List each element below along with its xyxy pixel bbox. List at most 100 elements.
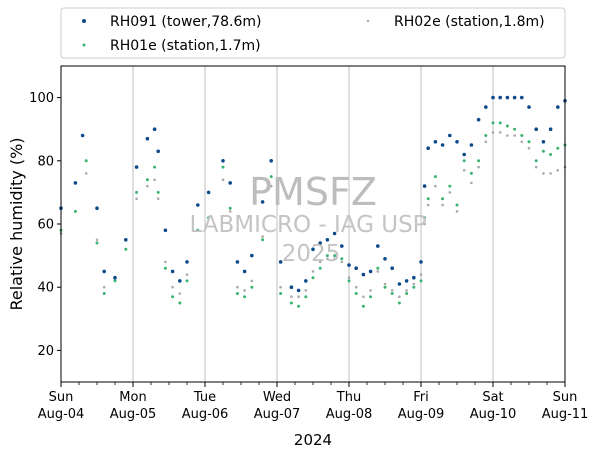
x-tick-label-day-2: Tue — [193, 390, 216, 405]
point-s2-59 — [527, 146, 531, 150]
point-s0-9 — [152, 127, 157, 131]
x-tick-label-date-7: Aug-11 — [542, 407, 589, 422]
point-s1-4 — [102, 292, 106, 295]
point-s1-31 — [333, 254, 337, 258]
point-s2-42 — [412, 282, 416, 286]
point-s0-56 — [505, 95, 510, 100]
point-s0-6 — [124, 238, 128, 242]
point-s1-32 — [340, 257, 344, 261]
point-s1-18 — [228, 206, 232, 210]
point-s2-4 — [102, 285, 106, 289]
legend-marker-rh01e — [82, 43, 86, 47]
point-s0-41 — [404, 279, 409, 283]
point-s2-48 — [448, 191, 452, 194]
point-s2-24 — [279, 285, 282, 289]
x-tick-label-date-6: Aug-10 — [470, 407, 517, 422]
point-s1-54 — [491, 121, 495, 125]
point-s2-12 — [171, 285, 174, 289]
point-s2-21 — [250, 279, 254, 283]
point-s2-33 — [347, 276, 351, 280]
point-s0-61 — [541, 140, 546, 144]
series-0 — [59, 95, 567, 293]
point-s0-38 — [383, 257, 387, 261]
point-s2-53 — [484, 140, 488, 144]
point-s2-34 — [354, 285, 358, 289]
point-s1-2 — [84, 159, 88, 163]
x-tick-label-day-7: Sun — [553, 390, 578, 405]
point-s2-11 — [164, 260, 167, 264]
point-s2-7 — [135, 197, 138, 200]
x-tick-label-day-3: Wed — [263, 390, 291, 405]
point-s2-22 — [261, 235, 264, 238]
point-s2-54 — [491, 131, 495, 134]
watermark-subtitle: LABMICRO - IAG USP — [189, 212, 426, 238]
series-1 — [59, 121, 567, 308]
point-s2-35 — [362, 295, 365, 299]
point-s0-44 — [422, 184, 427, 188]
point-s2-28 — [311, 270, 315, 273]
point-s1-47 — [441, 197, 445, 201]
point-s1-6 — [124, 247, 128, 251]
x-tick-label-date-4: Aug-08 — [326, 407, 373, 422]
plot-area: PMSFZ LABMICRO - IAG USP 2025 — [59, 65, 567, 383]
point-s1-39 — [390, 292, 394, 295]
point-s0-30 — [325, 238, 330, 242]
point-s0-31 — [332, 231, 337, 236]
point-s0-25 — [289, 285, 294, 290]
point-s1-57 — [513, 127, 517, 131]
point-s2-37 — [376, 270, 380, 273]
legend: RH091 (tower,78.6m) RH01e (station,1.7m)… — [60, 7, 566, 59]
point-s0-10 — [156, 149, 160, 154]
point-s1-12 — [171, 295, 175, 299]
x-tick-label-date-5: Aug-09 — [398, 407, 445, 422]
point-s0-58 — [520, 95, 524, 100]
point-s0-45 — [426, 146, 431, 150]
point-s2-47 — [441, 203, 444, 207]
point-s0-53 — [484, 105, 488, 109]
point-s1-60 — [534, 159, 538, 163]
point-s1-42 — [412, 285, 416, 289]
point-s2-23 — [269, 184, 273, 188]
point-s2-51 — [470, 181, 473, 185]
point-s0-55 — [498, 95, 503, 100]
point-s1-49 — [455, 203, 459, 207]
point-s2-39 — [390, 289, 394, 292]
point-s2-36 — [369, 289, 372, 292]
point-s1-27 — [304, 295, 308, 299]
point-s1-62 — [549, 153, 553, 156]
point-s0-15 — [196, 203, 200, 207]
point-s0-18 — [228, 181, 232, 185]
point-s0-22 — [260, 200, 265, 204]
point-s2-10 — [156, 197, 160, 200]
legend-label-rh02e: RH02e (station,1.8m) — [394, 14, 545, 30]
legend-marker-rh02e — [366, 19, 370, 23]
point-s0-47 — [440, 143, 445, 147]
point-s1-61 — [541, 149, 545, 153]
point-s1-28 — [311, 276, 315, 280]
point-s2-50 — [462, 169, 466, 172]
point-s2-3 — [95, 238, 99, 242]
legend-marker-rh091 — [82, 19, 86, 23]
y-tick-label-60: 60 — [37, 218, 54, 233]
watermark-year: 2025 — [282, 241, 341, 267]
point-s1-46 — [433, 175, 437, 179]
point-s1-43 — [419, 279, 423, 283]
point-s2-9 — [153, 178, 156, 182]
point-s0-62 — [548, 127, 553, 131]
point-s0-36 — [368, 269, 373, 274]
point-s1-41 — [405, 292, 409, 295]
point-s1-21 — [250, 285, 254, 289]
point-s2-17 — [221, 178, 225, 182]
point-s2-19 — [236, 285, 239, 289]
point-s1-16 — [207, 216, 211, 220]
point-s1-22 — [261, 238, 265, 242]
x-tick-label-day-0: Sun — [49, 390, 74, 405]
point-s1-13 — [178, 301, 182, 305]
point-s2-45 — [426, 203, 430, 207]
point-s0-43 — [419, 260, 423, 264]
gridlines — [132, 66, 494, 382]
point-s2-13 — [178, 292, 182, 295]
point-s1-63 — [556, 146, 560, 150]
point-s0-2 — [80, 133, 85, 138]
point-s1-51 — [469, 171, 473, 175]
